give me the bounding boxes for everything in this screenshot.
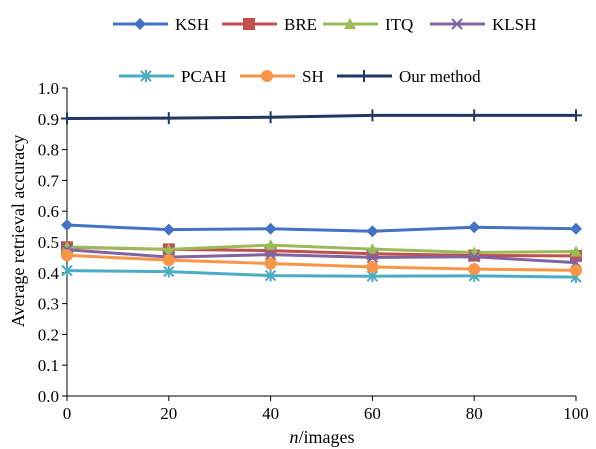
legend-marker-klsh — [451, 18, 463, 30]
legend-marker-sh — [261, 70, 273, 82]
legend: KSH BRE ITQ KLSH PCAH SH Our method — [113, 15, 536, 86]
data-point-klsh — [264, 248, 277, 261]
y-tick-label: 0.4 — [38, 264, 60, 283]
y-tick-label: 0.6 — [38, 202, 59, 221]
data-point-ksh — [264, 222, 277, 235]
data-point-pcah — [264, 269, 277, 282]
legend-item-pcah: PCAH — [119, 67, 226, 86]
series-line-ksh — [66, 223, 577, 233]
data-point-our-method — [61, 112, 73, 125]
legend-marker-ksh — [134, 18, 146, 30]
data-point-itq — [162, 243, 175, 255]
data-point-sh — [570, 264, 582, 277]
data-point-itq — [366, 243, 379, 255]
x-tick-label: 40 — [262, 404, 279, 423]
data-point-klsh — [468, 251, 480, 263]
legend-marker-itq — [344, 18, 356, 29]
legend-item-bre: BRE — [222, 15, 317, 34]
data-point-sh — [61, 249, 73, 262]
legend-item-ksh: KSH — [113, 15, 209, 34]
data-point-pcah — [163, 265, 175, 278]
y-tick-label: 0.5 — [38, 233, 59, 252]
y-tick-label: 0.0 — [38, 387, 59, 406]
data-point-our-method — [366, 109, 379, 122]
x-tick-label: 0 — [63, 404, 72, 423]
data-point-our-method — [162, 112, 175, 125]
series-sh — [61, 249, 582, 277]
legend-label-pcah: PCAH — [181, 67, 226, 86]
data-point-sh — [264, 257, 277, 270]
data-point-itq — [264, 239, 277, 251]
series-line-our-method — [66, 113, 576, 120]
y-tick-label: 1.0 — [38, 79, 59, 98]
data-point-ksh — [61, 219, 73, 232]
legend-item-itq: ITQ — [323, 15, 413, 34]
series-layer — [61, 109, 582, 284]
data-point-our-method — [264, 111, 277, 124]
y-tick-label: 0.1 — [38, 356, 59, 375]
data-point-sh — [366, 260, 379, 273]
legend-label-ksh: KSH — [175, 15, 209, 34]
y-tick-label: 0.2 — [38, 325, 59, 344]
x-tick-label: 60 — [364, 404, 381, 423]
legend-marker-bre — [243, 18, 255, 30]
legend-item-klsh: KLSH — [430, 15, 536, 34]
series-line-sh — [66, 253, 577, 272]
series-pcah — [61, 264, 582, 284]
legend-item-our-method: Our method — [337, 67, 481, 86]
x-tick-label: 20 — [160, 404, 177, 423]
data-point-ksh — [570, 222, 582, 235]
legend-item-sh: SH — [240, 67, 324, 86]
y-tick-label: 0.7 — [38, 171, 60, 190]
x-axis-title-rest: /images — [299, 427, 355, 447]
x-axis-title-italic: n — [290, 427, 299, 447]
legend-label-our-method: Our method — [399, 67, 481, 86]
data-point-pcah — [61, 264, 73, 277]
y-axis-title: Average retrieval accuracy — [8, 135, 28, 328]
y-tick-label: 0.3 — [38, 295, 59, 314]
data-point-ksh — [468, 221, 481, 234]
legend-label-sh: SH — [302, 67, 324, 86]
data-point-our-method — [468, 109, 481, 122]
data-point-ksh — [162, 223, 175, 236]
data-point-sh — [468, 263, 481, 276]
y-tick-label: 0.8 — [38, 141, 59, 160]
x-axis: 0 20 40 60 80 100 — [63, 395, 589, 423]
x-tick-label: 80 — [466, 404, 483, 423]
series-line-itq — [66, 243, 577, 254]
data-point-klsh — [366, 251, 379, 264]
legend-label-klsh: KLSH — [492, 15, 536, 34]
data-point-our-method — [570, 109, 582, 122]
data-point-itq — [570, 245, 582, 257]
legend-marker-pcah — [140, 70, 152, 82]
x-axis-title: n/images — [290, 427, 355, 447]
data-point-ksh — [366, 225, 379, 238]
legend-label-itq: ITQ — [385, 15, 413, 34]
series-line-pcah — [66, 269, 577, 279]
legend-label-bre: BRE — [284, 15, 317, 34]
series-our-method — [61, 109, 582, 125]
legend-marker-our-method — [358, 70, 370, 82]
y-tick-label: 0.9 — [38, 110, 59, 129]
data-point-sh — [162, 254, 175, 267]
series-line-klsh — [66, 248, 577, 265]
series-ksh — [61, 219, 582, 238]
x-tick-label: 100 — [563, 404, 589, 423]
